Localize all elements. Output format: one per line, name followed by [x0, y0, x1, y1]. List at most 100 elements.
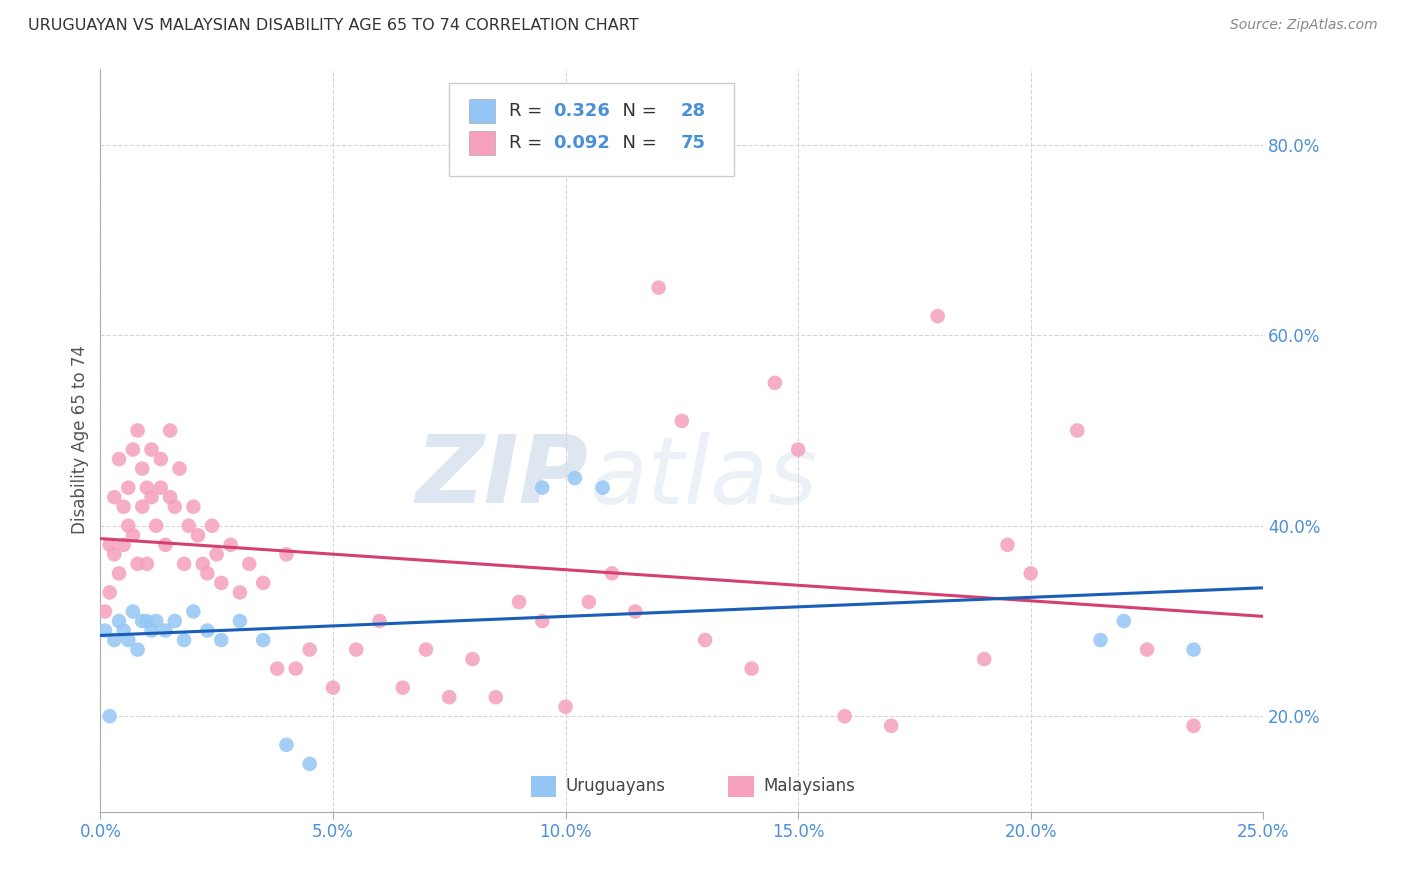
Point [135, 557, 157, 571]
Point [368, 614, 391, 628]
Point [531, 614, 554, 628]
Point [127, 424, 149, 438]
Point [391, 681, 413, 695]
Point [141, 442, 163, 457]
Point [141, 490, 163, 504]
Text: N =: N = [610, 102, 662, 120]
Point [122, 605, 145, 619]
Point [112, 500, 135, 514]
Point [205, 547, 228, 561]
Point [461, 652, 484, 666]
Point [276, 547, 298, 561]
Point [252, 575, 274, 590]
Point [149, 481, 172, 495]
Point [298, 756, 321, 771]
Point [108, 614, 131, 628]
Point [276, 738, 298, 752]
Point [135, 614, 157, 628]
Point [141, 624, 163, 638]
Point [122, 528, 145, 542]
Point [787, 442, 810, 457]
Point [624, 605, 647, 619]
Point [177, 518, 200, 533]
Point [127, 557, 149, 571]
Point [671, 414, 693, 428]
Point [131, 500, 153, 514]
Point [693, 633, 716, 648]
Point [135, 481, 157, 495]
Text: ZIP: ZIP [416, 431, 589, 524]
Point [834, 709, 856, 723]
Point [1182, 719, 1205, 733]
Point [1112, 614, 1135, 628]
Point [209, 575, 232, 590]
Text: Uruguayans: Uruguayans [565, 777, 665, 796]
Point [322, 681, 344, 695]
Text: R =: R = [509, 102, 547, 120]
Point [238, 557, 260, 571]
Point [927, 309, 949, 323]
Point [298, 642, 321, 657]
Point [108, 452, 131, 467]
Point [564, 471, 586, 485]
Point [103, 490, 125, 504]
Point [508, 595, 530, 609]
Point [94, 624, 117, 638]
Point [149, 452, 172, 467]
Point [997, 538, 1019, 552]
Point [183, 605, 205, 619]
Point [1136, 642, 1159, 657]
Point [531, 481, 554, 495]
FancyBboxPatch shape [470, 131, 495, 154]
Point [173, 633, 195, 648]
FancyBboxPatch shape [450, 83, 734, 177]
Point [415, 642, 437, 657]
Point [117, 481, 139, 495]
Point [554, 699, 576, 714]
Point [1066, 424, 1088, 438]
Point [163, 500, 186, 514]
Text: Malaysians: Malaysians [763, 777, 855, 796]
FancyBboxPatch shape [470, 99, 495, 123]
Text: N =: N = [610, 134, 662, 152]
Point [131, 614, 153, 628]
Point [122, 442, 145, 457]
Point [973, 652, 995, 666]
Point [219, 538, 242, 552]
Y-axis label: Disability Age 65 to 74: Disability Age 65 to 74 [72, 345, 89, 534]
Point [191, 557, 214, 571]
Point [209, 633, 232, 648]
Point [108, 566, 131, 581]
Point [439, 690, 461, 705]
Point [103, 547, 125, 561]
Point [647, 280, 669, 294]
Point [252, 633, 274, 648]
Point [592, 481, 614, 495]
Point [159, 424, 181, 438]
Point [1090, 633, 1112, 648]
Point [741, 662, 763, 676]
Point [112, 538, 135, 552]
Point [131, 461, 153, 475]
Point [266, 662, 288, 676]
Point [127, 642, 149, 657]
Point [159, 490, 181, 504]
Point [229, 585, 252, 599]
Point [1182, 642, 1205, 657]
Point [169, 461, 191, 475]
Point [103, 633, 125, 648]
Text: R =: R = [509, 134, 547, 152]
Point [112, 624, 135, 638]
FancyBboxPatch shape [728, 776, 754, 797]
Point [163, 614, 186, 628]
Point [1019, 566, 1042, 581]
Point [98, 709, 121, 723]
Point [600, 566, 623, 581]
Point [195, 624, 218, 638]
Point [201, 518, 224, 533]
Text: atlas: atlas [589, 432, 817, 523]
Point [98, 538, 121, 552]
Point [229, 614, 252, 628]
Point [284, 662, 307, 676]
Point [117, 518, 139, 533]
